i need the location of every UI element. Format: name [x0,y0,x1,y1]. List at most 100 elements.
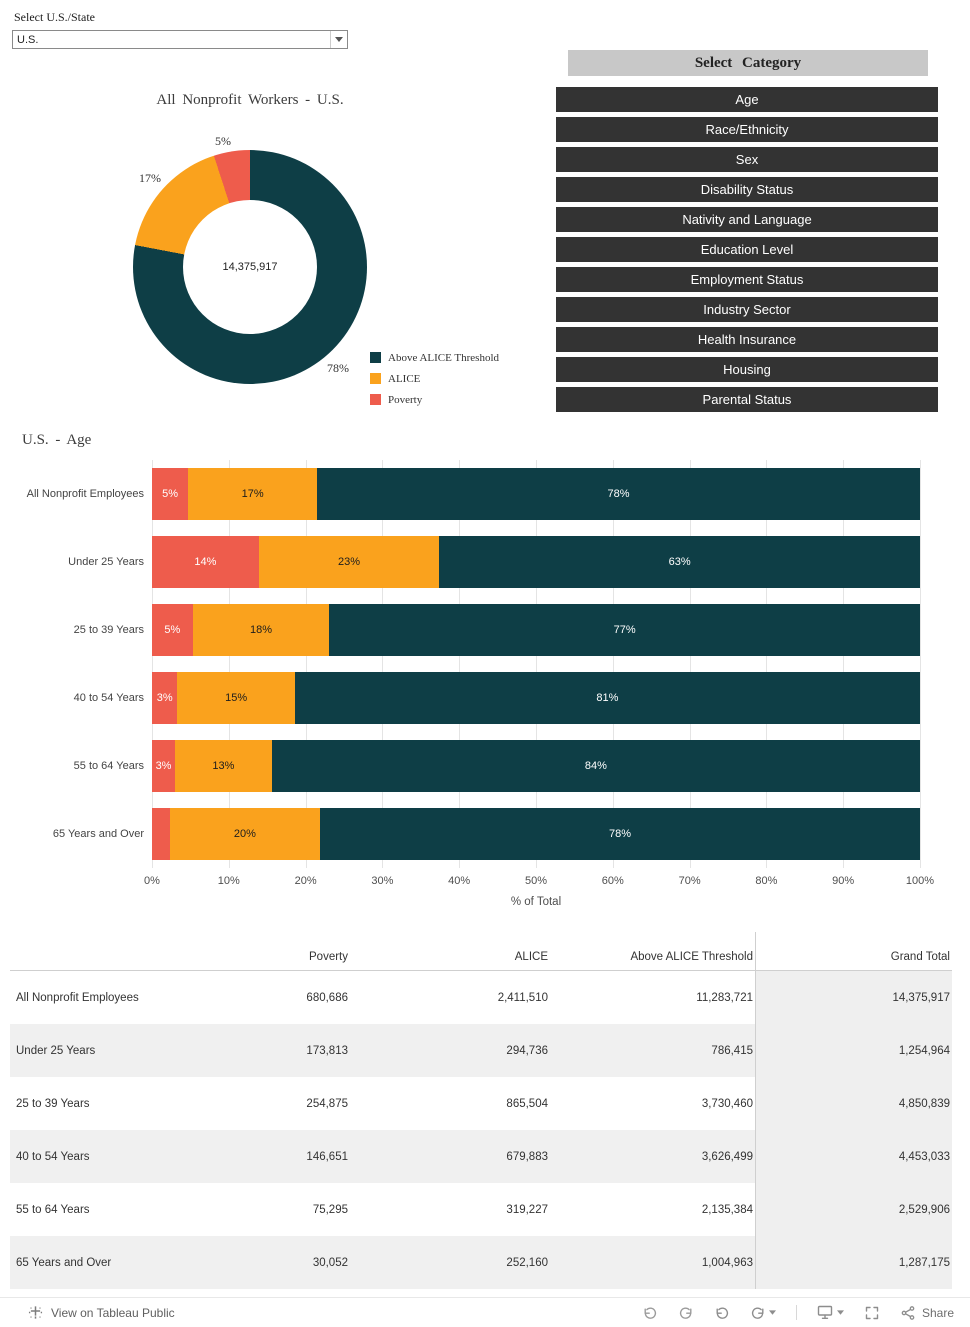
gridline [382,460,384,868]
x-tick-label: 70% [678,875,701,887]
table-cell: 30,052 [312,1256,348,1269]
table-row-40-to-54-years: 40 to 54 Years 146,651 679,883 3,626,499 4,4… [10,1130,952,1183]
gridline [459,460,461,868]
bar-rows: All Nonprofit Employees 5% 17% 78% Under 25 … [0,460,920,868]
filter-label: Select U.S./State [14,10,95,24]
view-on-tableau-public-label: View on Tableau Public [51,1305,175,1320]
table-cell: 1,254,964 [755,1024,952,1077]
bar-segment-alice[interactable]: 18% [192,604,330,656]
view-on-tableau-public-link[interactable]: View on Tableau Public [28,1305,175,1320]
bar-row-40-to-54-years: 40 to 54 Years 3% 15% 81% [0,664,920,732]
table-row-25-to-39-years: 25 to 39 Years 254,875 865,504 3,730,460 4,8… [10,1077,952,1130]
bar-segment-poverty[interactable] [152,808,170,860]
bar-segment-poverty[interactable]: 14% [152,536,259,588]
table-row-65-years-and-over: 65 Years and Over 30,052 252,160 1,004,963 1… [10,1236,952,1289]
category-button-housing[interactable]: Housing [556,357,938,382]
bar-track: 20% 78% [152,808,920,860]
table-cell: 75,295 [312,1203,348,1216]
bar-segment-above-alice-threshold[interactable]: 63% [439,536,920,588]
bar-row-label: 40 to 54 Years [73,691,144,704]
bar-segment-above-alice-threshold[interactable]: 78% [320,808,920,860]
legend-swatch-poverty [370,394,381,405]
category-button-nativity-and-language[interactable]: Nativity and Language [556,207,938,232]
donut-chart[interactable]: 14,375,917 [133,150,367,384]
reset-icon[interactable] [714,1305,730,1321]
bar-segment-poverty[interactable]: 3% [152,740,176,792]
bar-segment-above-alice-threshold[interactable]: 78% [317,468,920,520]
chevron-down-icon[interactable] [330,31,347,48]
share-button[interactable]: Share [900,1305,954,1321]
gridline [305,460,307,868]
bar-segment-poverty[interactable]: 5% [152,468,189,520]
gridline [766,460,768,868]
table-cell: 2,529,906 [755,1183,952,1236]
x-tick-label: 80% [755,875,778,887]
x-tick-label: 20% [294,875,317,887]
donut-label-above-alice: 78% [327,361,349,375]
refresh-menu-icon[interactable] [750,1305,776,1321]
state-dropdown[interactable]: U.S. [12,30,348,49]
bar-segment-alice[interactable]: 17% [188,468,318,520]
category-button-sex[interactable]: Sex [556,147,938,172]
bar-segment-alice[interactable]: 23% [258,536,440,588]
bar-segment-poverty[interactable]: 3% [152,672,178,724]
legend-item-alice[interactable]: ALICE [370,372,499,385]
toolbar-actions: Share [642,1305,954,1321]
category-button-age[interactable]: Age [556,87,938,112]
category-button-education-level[interactable]: Education Level [556,237,938,262]
table-header-cell [10,932,190,970]
bar-segment-alice[interactable]: 15% [177,672,295,724]
bar-row-label: 55 to 64 Years [73,759,144,772]
donut-label-poverty: 5% [215,134,231,148]
category-button-industry-sector[interactable]: Industry Sector [556,297,938,322]
data-table: Poverty ALICE Above ALICE Threshold Grand T… [10,932,952,1289]
bar-chart-x-axis: 0% 10% 20% 30% 40% 50% 60% 70% 80% 90% 100% [144,875,934,889]
bar-segment-alice[interactable]: 20% [169,808,321,860]
fullscreen-icon[interactable] [864,1305,880,1321]
table-header-cell: ALICE [514,951,548,963]
table-row-under-25-years: Under 25 Years 173,813 294,736 786,415 1,254… [10,1024,952,1077]
tableau-logo-icon [28,1305,43,1320]
table-cell: 11,283,721 [696,991,753,1004]
undo-icon[interactable] [642,1305,658,1321]
x-tick-label: 60% [601,875,624,887]
bar-segment-above-alice-threshold[interactable]: 84% [271,740,920,792]
table-row-label: Under 25 Years [16,1044,96,1057]
category-button-health-insurance[interactable]: Health Insurance [556,327,938,352]
table-row-label: 55 to 64 Years [16,1203,90,1216]
table-cell: 865,504 [506,1097,548,1110]
table-row-all-nonprofit-employees: All Nonprofit Employees 680,686 2,411,510 1… [10,971,952,1024]
category-button-employment-status[interactable]: Employment Status [556,267,938,292]
bar-row-label: Under 25 Years [68,555,144,568]
bar-segment-alice[interactable]: 13% [175,740,272,792]
bar-track: 5% 17% 78% [152,468,920,520]
table-cell: 14,375,917 [755,971,952,1024]
x-tick-label: 30% [371,875,394,887]
bar-track: 14% 23% 63% [152,536,920,588]
table-cell: 146,651 [306,1150,348,1163]
category-button-disability-status[interactable]: Disability Status [556,177,938,202]
table-row-label: 25 to 39 Years [16,1097,90,1110]
x-tick-label: 40% [448,875,471,887]
bar-chart-title: U.S. - Age [22,432,92,448]
bar-segment-above-alice-threshold[interactable]: 81% [294,672,920,724]
table-cell: 319,227 [506,1203,548,1216]
table-cell: 4,453,033 [755,1130,952,1183]
table-cell: 679,883 [506,1150,548,1163]
device-layout-icon[interactable] [817,1305,844,1320]
table-header-row: Poverty ALICE Above ALICE Threshold Grand T… [10,932,952,971]
bar-row-under-25-years: Under 25 Years 14% 23% 63% [0,528,920,596]
bar-segment-above-alice-threshold[interactable]: 77% [329,604,920,656]
table-row-55-to-64-years: 55 to 64 Years 75,295 319,227 2,135,384 2,52… [10,1183,952,1236]
bar-segment-poverty[interactable]: 5% [152,604,193,656]
category-button-parental-status[interactable]: Parental Status [556,387,938,412]
redo-icon[interactable] [678,1305,694,1321]
gridline [612,460,614,868]
legend-item-above-alice-threshold[interactable]: Above ALICE Threshold [370,351,499,364]
share-icon [901,1305,915,1320]
category-button-race-ethnicity[interactable]: Race/Ethnicity [556,117,938,142]
legend-item-poverty[interactable]: Poverty [370,393,499,406]
legend-label: ALICE [388,372,421,385]
gridline [536,460,537,868]
